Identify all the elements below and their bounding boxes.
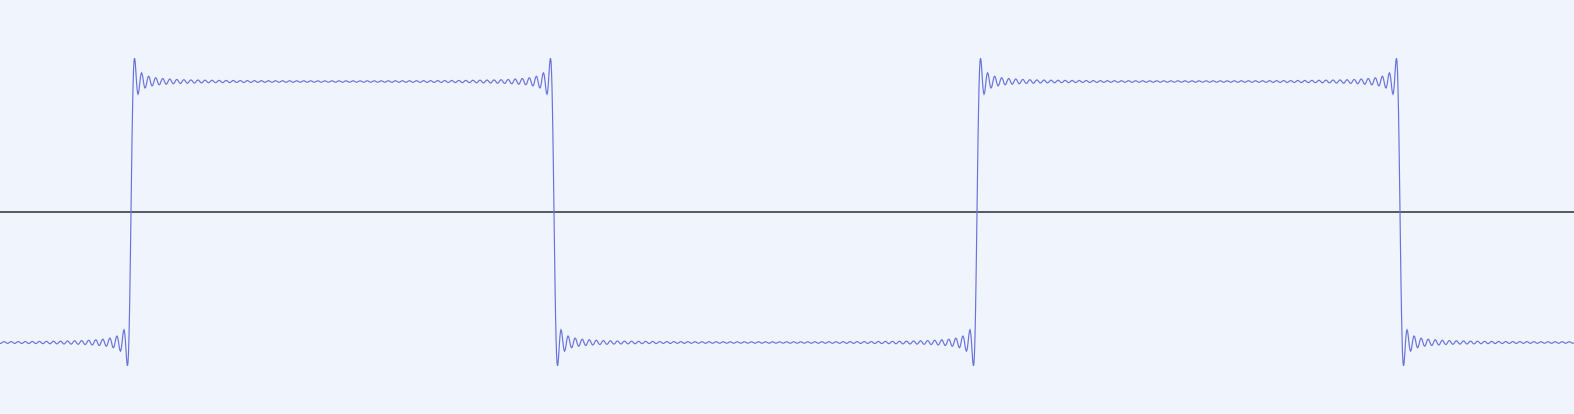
waveform: [0, 58, 1574, 366]
